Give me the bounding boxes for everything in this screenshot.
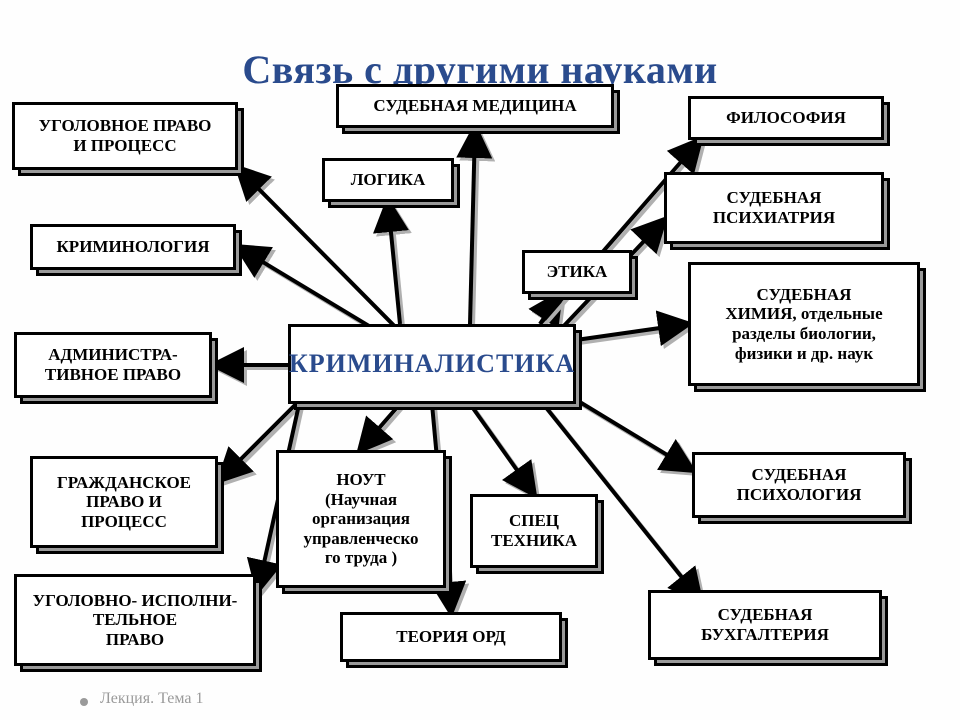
node-psychi-label: СУДЕБНАЯ ПСИХИАТРИЯ — [664, 172, 884, 244]
node-spec: СПЕЦ ТЕХНИКА — [470, 494, 598, 568]
edge-chem — [576, 324, 688, 340]
node-center: КРИМИНАЛИСТИКА — [288, 324, 576, 404]
edge-logic — [388, 202, 400, 324]
node-psychi: СУДЕБНАЯ ПСИХИАТРИЯ — [664, 172, 884, 244]
node-medicine-label: СУДЕБНАЯ МЕДИЦИНА — [336, 84, 614, 128]
node-penal-label: УГОЛОВНО- ИСПОЛНИ- ТЕЛЬНОЕ ПРАВО — [14, 574, 256, 666]
node-medicine: СУДЕБНАЯ МЕДИЦИНА — [336, 84, 614, 128]
footer-text: Лекция. Тема 1 — [100, 690, 203, 708]
node-criminol: КРИМИНОЛОГИЯ — [30, 224, 236, 270]
node-center-label: КРИМИНАЛИСТИКА — [288, 324, 576, 404]
footer-bullet — [80, 698, 88, 706]
edge-medicine — [470, 128, 475, 324]
diagram-stage: Связь с другими науками КРИМИНАЛИСТИКА У… — [0, 0, 960, 720]
edge-spec — [470, 404, 534, 494]
node-philo: ФИЛОСОФИЯ — [688, 96, 884, 140]
node-admin: АДМИНИСТРА- ТИВНОЕ ПРАВО — [14, 332, 212, 398]
node-ethics-label: ЭТИКА — [522, 250, 632, 294]
node-account-label: СУДЕБНАЯ БУХГАЛТЕРИЯ — [648, 590, 882, 660]
node-penal: УГОЛОВНО- ИСПОЛНИ- ТЕЛЬНОЕ ПРАВО — [14, 574, 256, 666]
node-ord-label: ТЕОРИЯ ОРД — [340, 612, 562, 662]
node-ord: ТЕОРИЯ ОРД — [340, 612, 562, 662]
node-psycho: СУДЕБНАЯ ПСИХОЛОГИЯ — [692, 452, 906, 518]
node-psycho-label: СУДЕБНАЯ ПСИХОЛОГИЯ — [692, 452, 906, 518]
node-philo-label: ФИЛОСОФИЯ — [688, 96, 884, 140]
edge-nout — [360, 404, 400, 450]
node-crimlaw-label: УГОЛОВНОЕ ПРАВО И ПРОЦЕСС — [12, 102, 238, 170]
node-admin-label: АДМИНИСТРА- ТИВНОЕ ПРАВО — [14, 332, 212, 398]
node-chem-label: СУДЕБНАЯ ХИМИЯ, отдельные разделы биолог… — [688, 262, 920, 386]
node-nout: НОУТ (Научная организация управленческо … — [276, 450, 446, 588]
node-ethics: ЭТИКА — [522, 250, 632, 294]
node-logic-label: ЛОГИКА — [322, 158, 454, 202]
node-nout-label: НОУТ (Научная организация управленческо … — [276, 450, 446, 588]
node-chem: СУДЕБНАЯ ХИМИЯ, отдельные разделы биолог… — [688, 262, 920, 386]
node-civil-label: ГРАЖДАНСКОЕ ПРАВО И ПРОЦЕСС — [30, 456, 218, 548]
node-civil: ГРАЖДАНСКОЕ ПРАВО И ПРОЦЕСС — [30, 456, 218, 548]
node-crimlaw: УГОЛОВНОЕ ПРАВО И ПРОЦЕСС — [12, 102, 238, 170]
node-logic: ЛОГИКА — [322, 158, 454, 202]
node-criminol-label: КРИМИНОЛОГИЯ — [30, 224, 236, 270]
node-account: СУДЕБНАЯ БУХГАЛТЕРИЯ — [648, 590, 882, 660]
node-spec-label: СПЕЦ ТЕХНИКА — [470, 494, 598, 568]
